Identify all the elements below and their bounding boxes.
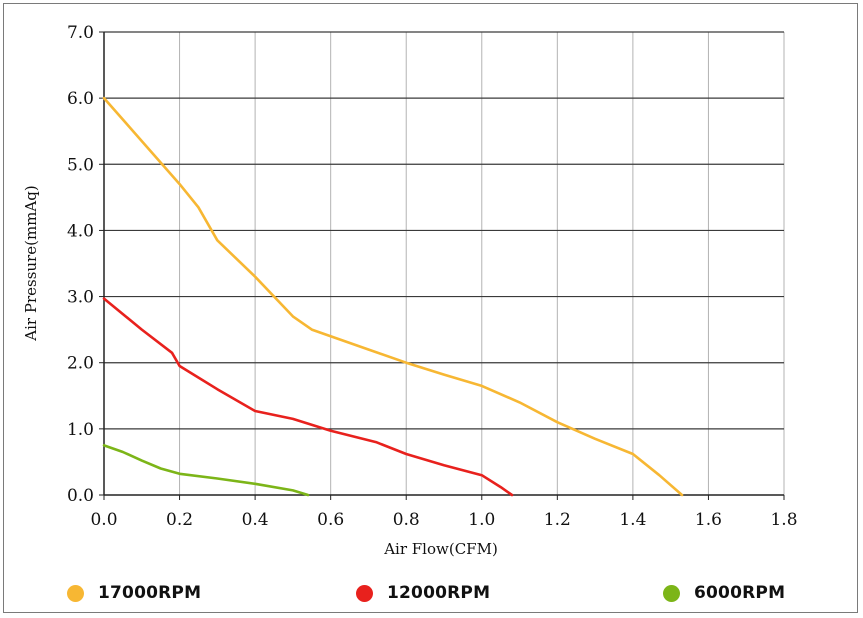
- tick-labels: 0.0 0.2 0.4 0.6 0.8 1.0 1.2 1.4 1.6 1.8 0.0 1.0 2.0 3…: [67, 23, 798, 530]
- grid: [104, 31, 785, 495]
- legend-dot-6000rpm: [663, 584, 680, 602]
- legend-item-17000rpm: 17000RPM: [67, 578, 201, 608]
- x-tick-label: 0.6: [317, 510, 344, 530]
- series-line-6000rpm: [102, 444, 310, 497]
- y-tick-label: 7.0: [67, 23, 94, 43]
- x-tick-label: 0.0: [90, 510, 117, 530]
- series-lines: [102, 96, 684, 497]
- legend-item-6000rpm: 6000RPM: [663, 578, 785, 608]
- chart-frame: [3, 3, 858, 613]
- y-axis-label: Air Pressure(mmAq): [22, 185, 40, 341]
- series-line-12000rpm: [102, 297, 514, 497]
- y-tick-label: 1.0: [67, 420, 94, 440]
- legend-label-6000rpm: 6000RPM: [694, 583, 786, 603]
- legend-dot-12000rpm: [356, 584, 373, 602]
- x-tick-label: 1.6: [695, 510, 722, 530]
- y-tick-label: 0.0: [67, 486, 94, 506]
- axes: [99, 31, 785, 500]
- x-tick-label: 1.4: [619, 510, 646, 530]
- legend-label-12000rpm: 12000RPM: [387, 583, 491, 603]
- x-tick-label: 0.4: [242, 510, 269, 530]
- x-tick-label: 0.2: [166, 510, 193, 530]
- y-tick-label: 5.0: [67, 155, 94, 175]
- x-axis-label: Air Flow(CFM): [383, 540, 498, 558]
- y-tick-label: 4.0: [67, 221, 94, 241]
- series-line-17000rpm: [102, 96, 684, 497]
- y-tick-label: 2.0: [67, 354, 94, 374]
- legend-label-17000rpm: 17000RPM: [98, 583, 202, 603]
- x-tick-label: 1.2: [544, 510, 571, 530]
- legend-item-12000rpm: 12000RPM: [356, 578, 490, 608]
- x-tick-label: 1.0: [468, 510, 495, 530]
- legend-dot-17000rpm: [67, 584, 84, 602]
- y-tick-label: 3.0: [67, 288, 94, 308]
- x-tick-label: 0.8: [393, 510, 420, 530]
- x-tick-label: 1.8: [770, 510, 797, 530]
- legend: 17000RPM 12000RPM 6000RPM: [0, 578, 863, 608]
- y-tick-label: 6.0: [67, 89, 94, 109]
